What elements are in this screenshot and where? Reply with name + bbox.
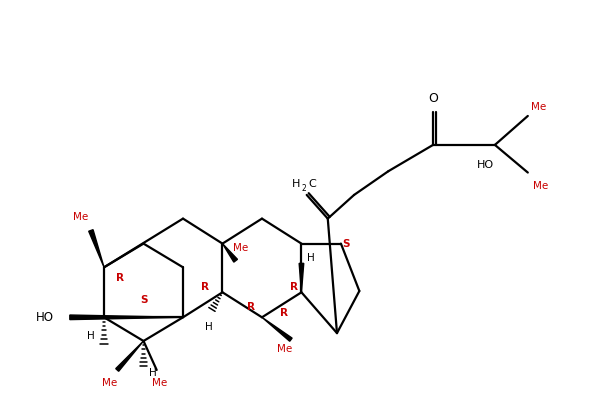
Text: S: S xyxy=(140,295,148,305)
Text: R: R xyxy=(201,282,209,292)
Text: Me: Me xyxy=(277,344,292,354)
Text: R: R xyxy=(290,282,298,292)
Polygon shape xyxy=(89,230,104,267)
Text: H: H xyxy=(87,331,95,341)
Polygon shape xyxy=(70,315,183,320)
Text: H: H xyxy=(205,322,213,332)
Polygon shape xyxy=(299,263,304,292)
Text: Me: Me xyxy=(533,181,549,191)
Text: 2: 2 xyxy=(302,184,306,193)
Text: HO: HO xyxy=(36,311,54,324)
Polygon shape xyxy=(262,317,292,341)
Polygon shape xyxy=(223,244,237,262)
Text: Me: Me xyxy=(233,243,249,253)
Text: H: H xyxy=(149,368,156,378)
Text: R: R xyxy=(280,308,289,318)
Text: C: C xyxy=(308,179,316,189)
Text: H: H xyxy=(307,253,315,263)
Text: Me: Me xyxy=(73,212,88,222)
Text: Me: Me xyxy=(102,378,117,388)
Text: S: S xyxy=(343,239,350,249)
Polygon shape xyxy=(116,341,143,371)
Text: R: R xyxy=(248,302,255,312)
Text: O: O xyxy=(428,92,438,105)
Text: HO: HO xyxy=(477,160,494,170)
Text: R: R xyxy=(116,273,124,283)
Text: Me: Me xyxy=(531,102,546,112)
Text: H: H xyxy=(292,179,300,189)
Text: Me: Me xyxy=(152,378,167,388)
